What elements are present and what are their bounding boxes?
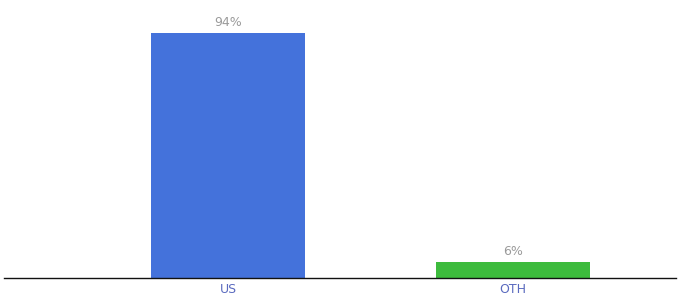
Text: 94%: 94%: [214, 16, 242, 29]
Text: 6%: 6%: [503, 245, 523, 258]
Bar: [151, 33, 305, 278]
Bar: [436, 262, 590, 278]
